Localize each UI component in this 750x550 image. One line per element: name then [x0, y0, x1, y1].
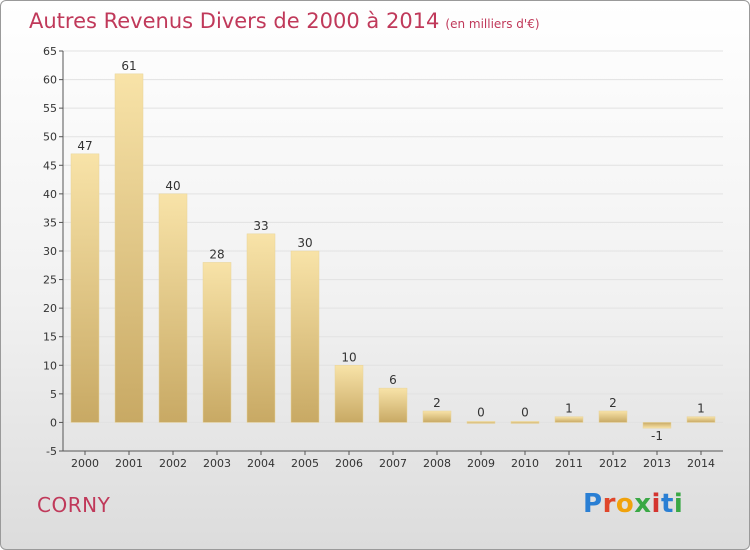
- data-label-2001: 61: [121, 59, 136, 73]
- data-label-2010: 0: [521, 405, 529, 419]
- y-tick-label: -5: [46, 445, 57, 458]
- data-labels: 47 61 40 28 33 30 10 6 2 0 0 1 2 -1 1: [77, 59, 704, 443]
- logo-letter: x: [634, 489, 652, 519]
- bar-2000: [70, 153, 100, 423]
- y-tick-label: 50: [43, 131, 57, 144]
- data-label-2004: 33: [253, 219, 268, 233]
- x-tick-label-2010: 2010: [511, 457, 539, 470]
- logo-letter: t: [660, 489, 674, 519]
- x-tick-label-2012: 2012: [599, 457, 627, 470]
- x-tick-label-2002: 2002: [159, 457, 187, 470]
- x-tick-label-2014: 2014: [687, 457, 715, 470]
- y-tick-label: 40: [43, 188, 57, 201]
- y-tick-label: 5: [50, 388, 57, 401]
- bar-2010: [510, 421, 540, 424]
- logo-letter: P: [583, 489, 603, 519]
- y-tick-label: 30: [43, 245, 57, 258]
- bar-2004: [246, 233, 276, 423]
- x-tick-label-2001: 2001: [115, 457, 143, 470]
- y-tick-label: 55: [43, 102, 57, 115]
- logo-letter: i: [673, 489, 684, 519]
- chart-unit-text: (en milliers d'€): [445, 17, 540, 31]
- bar-2007: [378, 387, 408, 423]
- y-axis-tick-labels: -5 0 5 10 15 20 25 30 35 40 45 50 55 60 65: [43, 45, 57, 458]
- y-tick-label: 60: [43, 74, 57, 87]
- y-tick-label: 0: [50, 416, 57, 429]
- bar-2003: [202, 262, 232, 423]
- bar-2012: [598, 410, 628, 423]
- data-label-2011: 1: [565, 402, 573, 416]
- y-tick-label: 45: [43, 159, 57, 172]
- proxiti-logo: Proxiti: [583, 489, 683, 519]
- data-label-2009: 0: [477, 405, 485, 419]
- x-tick-label-2011: 2011: [555, 457, 583, 470]
- x-tick-label-2000: 2000: [71, 457, 99, 470]
- data-label-2007: 6: [389, 373, 397, 387]
- data-label-2003: 28: [209, 247, 224, 261]
- data-label-2008: 2: [433, 396, 441, 410]
- logo-letter: i: [651, 489, 661, 519]
- bar-2013: [642, 422, 672, 429]
- chart-title-text: Autres Revenus Divers de 2000 à 2014: [29, 9, 440, 33]
- y-tick-label: 25: [43, 274, 57, 287]
- x-tick-label-2005: 2005: [291, 457, 319, 470]
- x-tick-label-2009: 2009: [467, 457, 495, 470]
- data-label-2012: 2: [609, 396, 617, 410]
- bar-2009: [466, 421, 496, 424]
- bar-2001: [114, 73, 144, 423]
- bars: [70, 73, 716, 429]
- x-tick-label-2003: 2003: [203, 457, 231, 470]
- data-label-2000: 47: [77, 139, 92, 153]
- chart-title: Autres Revenus Divers de 2000 à 2014 (en …: [29, 9, 540, 33]
- axes: [59, 50, 723, 455]
- logo-letter: r: [602, 489, 616, 519]
- data-label-2006: 10: [341, 350, 356, 364]
- city-name: CORNY: [37, 493, 111, 517]
- y-tick-label: 10: [43, 359, 57, 372]
- bar-2014: [686, 416, 716, 423]
- x-tick-label-2007: 2007: [379, 457, 407, 470]
- y-tick-label: 15: [43, 331, 57, 344]
- bar-2008: [422, 410, 452, 423]
- bar-2005: [290, 250, 320, 423]
- y-tick-label: 65: [43, 45, 57, 58]
- x-tick-label-2013: 2013: [643, 457, 671, 470]
- logo-letter: o: [615, 489, 635, 519]
- x-axis-tick-labels: 2000 2001 2002 2003 2004 2005 2006 2007 2008 2009…: [71, 457, 715, 470]
- y-tick-label: 20: [43, 302, 57, 315]
- bar-2011: [554, 416, 584, 423]
- data-label-2014: 1: [697, 402, 705, 416]
- x-tick-label-2004: 2004: [247, 457, 275, 470]
- x-tick-label-2006: 2006: [335, 457, 363, 470]
- bar-2006: [334, 365, 364, 423]
- bar-2002: [158, 193, 188, 423]
- y-tick-label: 35: [43, 216, 57, 229]
- data-label-2005: 30: [297, 236, 312, 250]
- x-tick-label-2008: 2008: [423, 457, 451, 470]
- data-label-2002: 40: [165, 179, 180, 193]
- data-label-2013: -1: [651, 429, 663, 443]
